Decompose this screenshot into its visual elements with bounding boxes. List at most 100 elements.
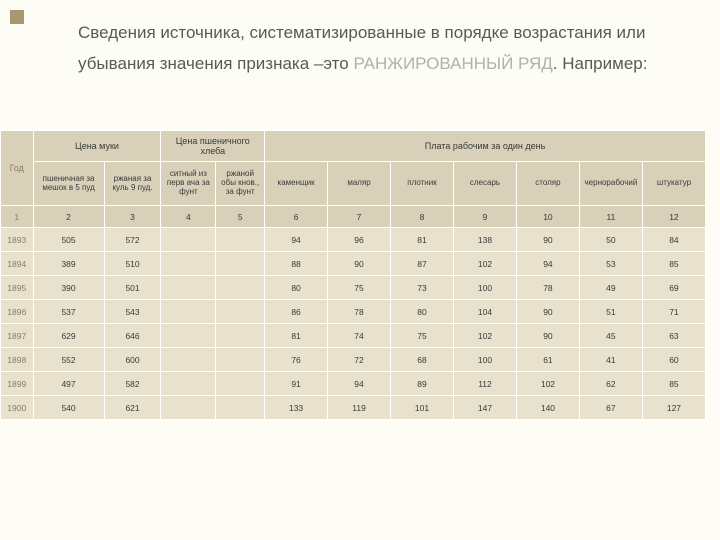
data-cell: 390 <box>33 276 104 300</box>
data-cell: 53 <box>579 252 642 276</box>
data-cell: 147 <box>453 396 516 420</box>
col-plata: Плата рабочим за один день <box>265 131 706 162</box>
data-cell: 537 <box>33 300 104 324</box>
coln-3: 4 <box>161 206 216 228</box>
data-cell <box>161 324 216 348</box>
data-cell: 90 <box>516 324 579 348</box>
coln-5: 6 <box>265 206 328 228</box>
table-header-sub: пшеничная за мешок в 5 пуд ржаная за кул… <box>1 162 706 206</box>
data-cell <box>216 396 265 420</box>
sub-h2: ржаная за куль 9 пуд. <box>104 162 161 206</box>
data-cell: 572 <box>104 228 161 252</box>
sub-h3: ситный из перв ача за фунт <box>161 162 216 206</box>
data-cell: 76 <box>265 348 328 372</box>
coln-1: 2 <box>33 206 104 228</box>
data-cell: 91 <box>265 372 328 396</box>
data-cell: 96 <box>328 228 391 252</box>
data-cell: 497 <box>33 372 104 396</box>
coln-11: 12 <box>642 206 705 228</box>
data-cell: 101 <box>391 396 454 420</box>
data-cell: 629 <box>33 324 104 348</box>
data-cell: 78 <box>328 300 391 324</box>
data-cell: 87 <box>391 252 454 276</box>
data-cell: 102 <box>453 252 516 276</box>
data-cell: 78 <box>516 276 579 300</box>
data-cell <box>216 348 265 372</box>
data-cell: 60 <box>642 348 705 372</box>
sub-h8: слесарь <box>453 162 516 206</box>
data-cell: 552 <box>33 348 104 372</box>
data-cell: 75 <box>391 324 454 348</box>
table-header-top: Год Цена муки Цена пшеничного хлеба Плат… <box>1 131 706 162</box>
data-cell <box>161 396 216 420</box>
data-cell: 102 <box>453 324 516 348</box>
data-cell: 389 <box>33 252 104 276</box>
data-cell: 90 <box>328 252 391 276</box>
col-hleb: Цена пшеничного хлеба <box>161 131 265 162</box>
data-cell: 80 <box>265 276 328 300</box>
heading-highlight: РАНЖИРОВАННЫЙ РЯД <box>353 54 552 73</box>
data-cell: 81 <box>391 228 454 252</box>
data-cell: 600 <box>104 348 161 372</box>
sub-h11: штукатур <box>642 162 705 206</box>
coln-10: 11 <box>579 206 642 228</box>
data-cell <box>216 252 265 276</box>
data-cell: 505 <box>33 228 104 252</box>
year-cell: 1897 <box>1 324 34 348</box>
data-cell <box>161 372 216 396</box>
data-cell: 85 <box>642 372 705 396</box>
data-cell: 84 <box>642 228 705 252</box>
data-cell: 73 <box>391 276 454 300</box>
data-cell <box>161 252 216 276</box>
data-cell: 72 <box>328 348 391 372</box>
data-cell: 90 <box>516 300 579 324</box>
data-cell <box>161 300 216 324</box>
coln-2: 3 <box>104 206 161 228</box>
data-cell: 41 <box>579 348 642 372</box>
table-row: 1895390501807573100784969 <box>1 276 706 300</box>
data-cell: 63 <box>642 324 705 348</box>
table-row: 1893505572949681138905084 <box>1 228 706 252</box>
table-row: 1896537543867880104905171 <box>1 300 706 324</box>
data-cell: 100 <box>453 276 516 300</box>
sub-h5: каменщик <box>265 162 328 206</box>
sub-h7: плотник <box>391 162 454 206</box>
data-cell: 62 <box>579 372 642 396</box>
data-cell: 51 <box>579 300 642 324</box>
data-cell: 100 <box>453 348 516 372</box>
table-row: 1898552600767268100614160 <box>1 348 706 372</box>
year-cell: 1899 <box>1 372 34 396</box>
data-cell <box>161 348 216 372</box>
sub-h6: маляр <box>328 162 391 206</box>
year-cell: 1895 <box>1 276 34 300</box>
data-cell: 127 <box>642 396 705 420</box>
coln-8: 9 <box>453 206 516 228</box>
data-cell: 45 <box>579 324 642 348</box>
data-cell: 119 <box>328 396 391 420</box>
year-cell: 1893 <box>1 228 34 252</box>
data-cell: 67 <box>579 396 642 420</box>
data-table: Год Цена муки Цена пшеничного хлеба Плат… <box>0 130 706 420</box>
sub-h10: чернорабочий <box>579 162 642 206</box>
coln-9: 10 <box>516 206 579 228</box>
data-cell: 74 <box>328 324 391 348</box>
table-row: 1894389510889087102945385 <box>1 252 706 276</box>
data-cell: 543 <box>104 300 161 324</box>
coln-0: 1 <box>1 206 34 228</box>
heading-part2: . Например: <box>553 54 648 73</box>
coln-4: 5 <box>216 206 265 228</box>
data-cell: 75 <box>328 276 391 300</box>
data-cell: 85 <box>642 252 705 276</box>
data-cell: 69 <box>642 276 705 300</box>
data-cell: 61 <box>516 348 579 372</box>
data-cell <box>216 324 265 348</box>
sub-h4: ржаной обы кнов., за фунт <box>216 162 265 206</box>
data-cell: 621 <box>104 396 161 420</box>
table-row: 18994975829194891121026285 <box>1 372 706 396</box>
data-cell: 140 <box>516 396 579 420</box>
data-cell: 104 <box>453 300 516 324</box>
corner-square <box>10 10 24 24</box>
data-cell: 540 <box>33 396 104 420</box>
col-god: Год <box>1 131 34 206</box>
table-row: 1897629646817475102904563 <box>1 324 706 348</box>
